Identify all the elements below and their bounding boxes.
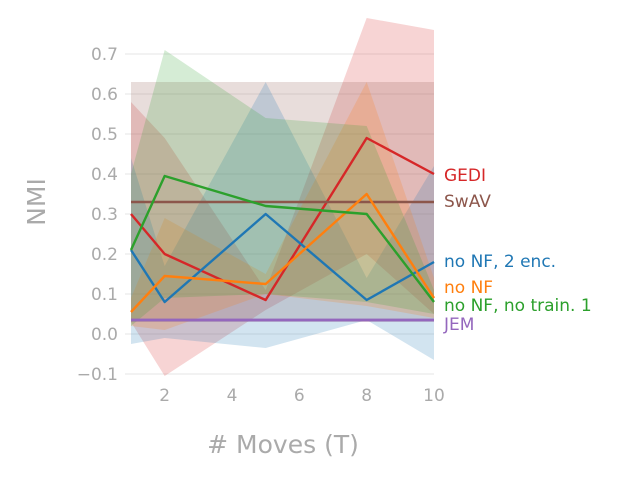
series-label: GEDI xyxy=(444,166,486,186)
y-tick-label: 0.0 xyxy=(91,325,118,345)
y-tick-labels: −0.1 0.0 0.1 0.2 0.3 0.4 0.5 0.6 0.7 xyxy=(77,45,118,385)
x-tick-label: 8 xyxy=(361,386,372,406)
x-tick-label: 10 xyxy=(423,386,445,406)
y-tick-label: 0.3 xyxy=(91,205,118,225)
series-label: no NF, 2 enc. xyxy=(444,252,556,272)
y-axis-label: NMI xyxy=(22,178,51,226)
y-tick-label: 0.7 xyxy=(91,45,118,65)
x-axis-label: # Moves (T) xyxy=(207,430,359,459)
y-tick-label: 0.4 xyxy=(91,165,118,185)
y-tick-label: 0.6 xyxy=(91,85,118,105)
x-tick-label: 2 xyxy=(159,386,170,406)
series-label: SwAV xyxy=(444,192,491,212)
confidence-bands xyxy=(131,18,434,376)
series-label: no NF xyxy=(444,278,493,298)
y-tick-label: 0.2 xyxy=(91,245,118,265)
series-label: no NF, no train. 1 xyxy=(444,296,592,316)
y-tick-label: −0.1 xyxy=(77,365,118,385)
y-tick-label: 0.5 xyxy=(91,125,118,145)
x-tick-label: 4 xyxy=(227,386,238,406)
series-label: JEM xyxy=(443,315,474,335)
y-tick-label: 0.1 xyxy=(91,285,118,305)
x-tick-labels: 2 4 6 8 10 xyxy=(159,386,445,406)
x-tick-label: 6 xyxy=(294,386,305,406)
